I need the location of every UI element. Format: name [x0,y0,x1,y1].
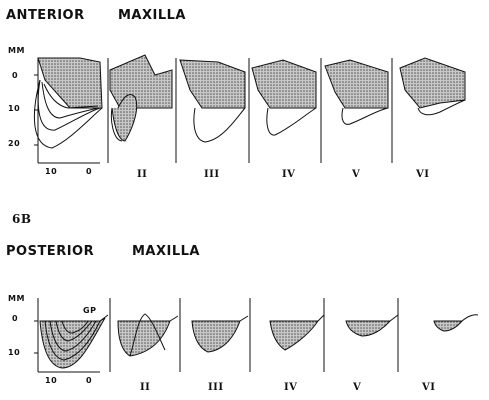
anterior-panel-iii [179,59,246,143]
posterior-xtick-10: 10 [45,376,58,385]
posterior-panel-v [345,314,399,337]
anterior-roman-iv: IV [282,169,296,180]
posterior-unit: MM [8,294,25,303]
anterior-roman-vi: VI [416,169,430,180]
posterior-panel-i [39,314,109,369]
anterior-roman-ii: II [137,169,148,180]
posterior-roman-vi: VI [422,382,436,393]
posterior-roman-iii: III [208,382,224,393]
anterior-panel-vi [399,57,466,116]
anterior-roman-iii: III [204,169,220,180]
posterior-panel-iii [191,315,249,353]
posterior-panel-ii [117,313,179,357]
anterior-maxilla-title: MAXILLA [118,8,186,23]
anterior-xtick-10: 10 [45,167,58,176]
anterior-unit: MM [8,46,25,55]
anterior-roman-v: V [352,169,361,180]
anterior-xtick-0: 0 [86,167,93,176]
anterior-ytick-20: 20 [8,139,21,148]
posterior-ytick-10: 10 [8,348,21,357]
posterior-panel-vi [433,314,479,332]
anterior-title: ANTERIOR [6,8,85,23]
figure-label: 6B [12,212,32,226]
anterior-panel-v [324,59,389,125]
posterior-gp-annotation: GP [83,306,97,315]
anterior-ytick-0: 0 [12,71,19,80]
anterior-ytick-10: 10 [8,104,21,113]
posterior-panel-iv [269,314,325,351]
posterior-maxilla-title: MAXILLA [132,244,200,259]
anterior-panel-ii [109,54,173,142]
anterior-panel-iv [251,59,317,136]
posterior-xtick-0: 0 [86,376,93,385]
posterior-roman-iv: IV [284,382,298,393]
posterior-roman-ii: II [140,382,151,393]
posterior-title: POSTERIOR [6,244,95,259]
posterior-ytick-0: 0 [12,314,19,323]
posterior-roman-v: V [353,382,362,393]
anterior-panel-i [33,57,103,149]
